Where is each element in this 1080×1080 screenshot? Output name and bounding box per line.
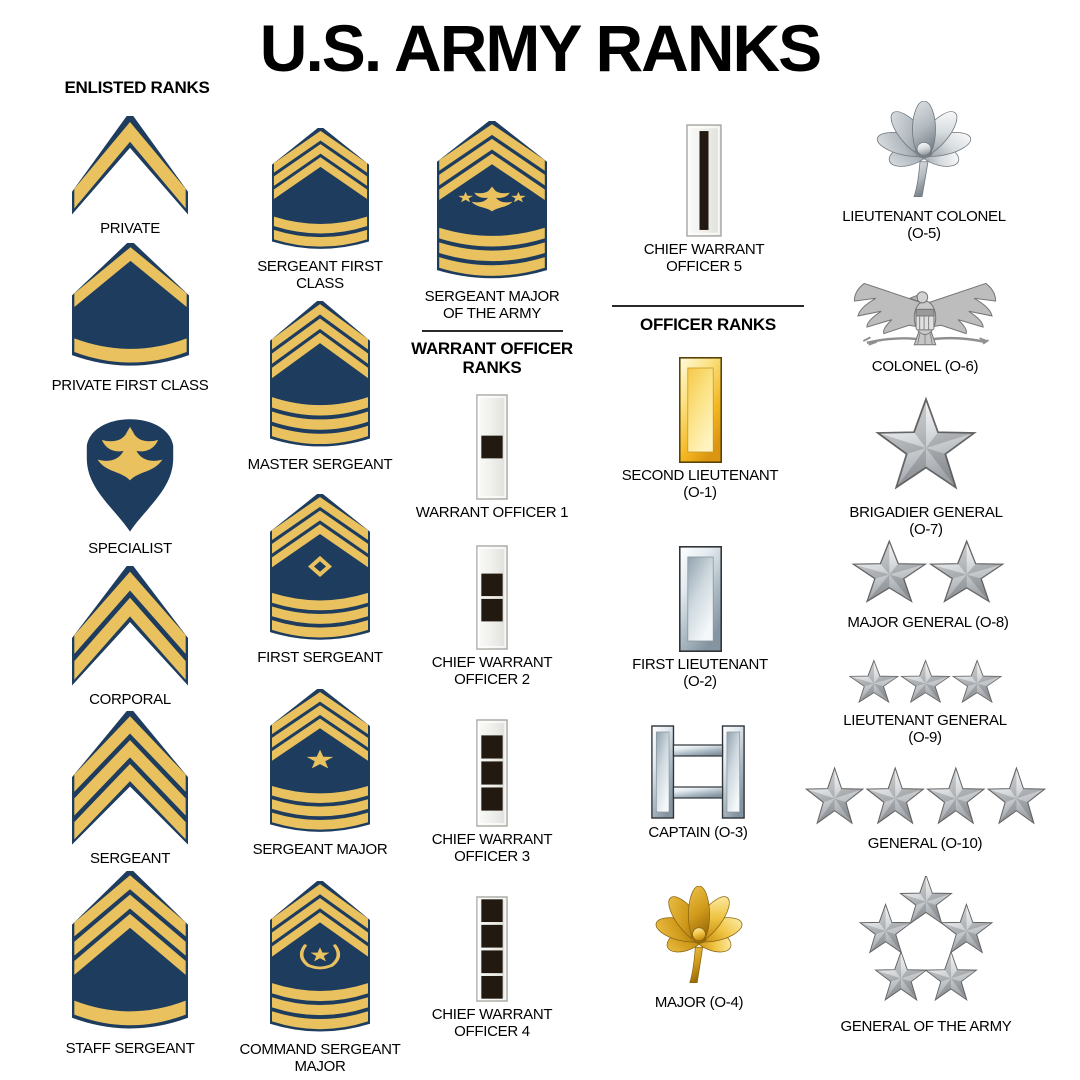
lieutenant-general-insignia-icon <box>848 659 1002 704</box>
rank-pfc: PRIVATE FIRST CLASS <box>25 243 235 395</box>
rank-label: FIRST LIEUTENANT (O-2) <box>632 656 768 690</box>
rank-label: LIEUTENANT GENERAL (O-9) <box>843 712 1007 746</box>
rank-cwo4: CHIEF WARRANT OFFICER 4 <box>412 896 572 1040</box>
rank-label: MAJOR GENERAL (O-8) <box>847 614 1009 631</box>
rank-master-sergeant: MASTER SERGEANT <box>225 301 415 474</box>
warrant-header: WARRANT OFFICER RANKS <box>411 339 573 377</box>
rank-private: PRIVATE <box>45 116 215 238</box>
rank-label: CHIEF WARRANT OFFICER 5 <box>643 241 765 275</box>
cwo4-insignia-icon <box>476 896 508 1002</box>
rank-label: CHIEF WARRANT OFFICER 2 <box>431 654 553 688</box>
sfc-insignia-icon <box>271 128 369 249</box>
rank-label: SPECIALIST <box>88 540 172 557</box>
rank-cwo2: CHIEF WARRANT OFFICER 2 <box>412 545 572 688</box>
rank-captain: CAPTAIN (O-3) <box>608 724 788 842</box>
rank-label: SERGEANT FIRST CLASS <box>257 258 383 292</box>
warrant-divider <box>422 330 563 332</box>
rank-major: MAJOR (O-4) <box>614 886 784 1012</box>
first-sergeant-insignia-icon <box>270 494 370 640</box>
rank-first-sergeant: FIRST SERGEANT <box>230 494 410 667</box>
rank-sergeant: SERGEANT <box>45 711 215 868</box>
rank-label: CHIEF WARRANT OFFICER 3 <box>431 831 553 865</box>
rank-label: SERGEANT MAJOR <box>252 841 388 858</box>
rank-label: SERGEANT MAJOR OF THE ARMY <box>424 288 560 322</box>
rank-label: GENERAL OF THE ARMY <box>840 1018 1012 1035</box>
wo1-insignia-icon <box>476 394 508 500</box>
rank-brigadier-general: BRIGADIER GENERAL (O-7) <box>826 396 1026 538</box>
officer-header: OFFICER RANKS <box>640 315 776 334</box>
rank-label: CHIEF WARRANT OFFICER 4 <box>431 1006 553 1040</box>
rank-label: FIRST SERGEANT <box>257 649 383 666</box>
rank-label: CORPORAL <box>89 691 171 708</box>
csm-insignia-icon <box>270 881 370 1032</box>
captain-insignia-icon <box>651 725 745 819</box>
first-lieutenant-insignia-icon <box>678 546 722 652</box>
rank-label: COLONEL (O-6) <box>871 358 979 375</box>
sergeant-major-insignia-icon <box>270 689 370 832</box>
rank-label: PRIVATE FIRST CLASS <box>51 377 209 394</box>
rank-label: LIEUTENANT COLONEL (O-5) <box>842 208 1006 242</box>
brigadier-general-insignia-icon <box>875 396 977 490</box>
rank-label: WARRANT OFFICER 1 <box>415 504 569 521</box>
ltc-insignia-icon <box>876 101 972 198</box>
rank-ltc: LIEUTENANT COLONEL (O-5) <box>819 101 1029 242</box>
sergeant-insignia-icon <box>72 711 188 845</box>
corporal-insignia-icon <box>72 566 188 686</box>
rank-csm: COMMAND SERGEANT MAJOR <box>213 881 428 1075</box>
rank-label: MAJOR (O-4) <box>654 994 744 1011</box>
enlisted-header: ENLISTED RANKS <box>64 78 210 97</box>
rank-cwo3: CHIEF WARRANT OFFICER 3 <box>412 719 572 865</box>
rank-label: BRIGADIER GENERAL (O-7) <box>849 504 1003 538</box>
cwo5-insignia-icon <box>686 124 722 237</box>
master-sergeant-insignia-icon <box>270 301 370 447</box>
rank-label: SECOND LIEUTENANT (O-1) <box>621 467 779 501</box>
general-insignia-icon <box>804 766 1046 825</box>
cwo2-insignia-icon <box>476 545 508 650</box>
rank-general: GENERAL (O-10) <box>803 766 1048 853</box>
staff-sergeant-insignia-icon <box>72 871 188 1029</box>
major-general-insignia-icon <box>851 539 1005 603</box>
officer-divider <box>612 305 804 307</box>
specialist-insignia-icon <box>86 419 174 532</box>
rank-label: CAPTAIN (O-3) <box>648 824 748 841</box>
rank-sfc: SERGEANT FIRST CLASS <box>235 128 405 292</box>
cwo3-insignia-icon <box>476 719 508 827</box>
rank-staff-sergeant: STAFF SERGEANT <box>35 871 225 1058</box>
rank-label: COMMAND SERGEANT MAJOR <box>239 1041 401 1075</box>
private-insignia-icon <box>72 116 188 215</box>
rank-label: SERGEANT <box>89 850 171 867</box>
rank-label: STAFF SERGEANT <box>65 1040 195 1057</box>
rank-wo1: WARRANT OFFICER 1 <box>397 394 587 522</box>
page-title: U.S. ARMY RANKS <box>259 11 822 85</box>
rank-colonel: COLONEL (O-6) <box>835 276 1015 376</box>
rank-general-of-the-army: GENERAL OF THE ARMY <box>811 876 1041 1036</box>
rank-sergeant-major: SERGEANT MAJOR <box>230 689 410 859</box>
rank-first-lieutenant: FIRST LIEUTENANT (O-2) <box>605 546 795 690</box>
major-insignia-icon <box>655 886 743 983</box>
pfc-insignia-icon <box>71 243 189 366</box>
rank-sma: SERGEANT MAJOR OF THE ARMY <box>402 121 582 322</box>
general-of-the-army-insignia-icon <box>858 876 994 1002</box>
rank-major-general: MAJOR GENERAL (O-8) <box>813 539 1043 632</box>
rank-specialist: SPECIALIST <box>45 404 215 558</box>
rank-label: GENERAL (O-10) <box>867 835 983 852</box>
rank-lieutenant-general: LIEUTENANT GENERAL (O-9) <box>820 659 1030 746</box>
second-lieutenant-insignia-icon <box>678 357 722 463</box>
rank-corporal: CORPORAL <box>45 566 215 709</box>
rank-second-lieutenant: SECOND LIEUTENANT (O-1) <box>605 357 795 501</box>
rank-label: MASTER SERGEANT <box>247 456 393 473</box>
sma-insignia-icon <box>437 121 547 279</box>
rank-cwo5: CHIEF WARRANT OFFICER 5 <box>624 124 784 275</box>
colonel-insignia-icon <box>853 282 997 346</box>
rank-label: PRIVATE <box>100 220 160 237</box>
